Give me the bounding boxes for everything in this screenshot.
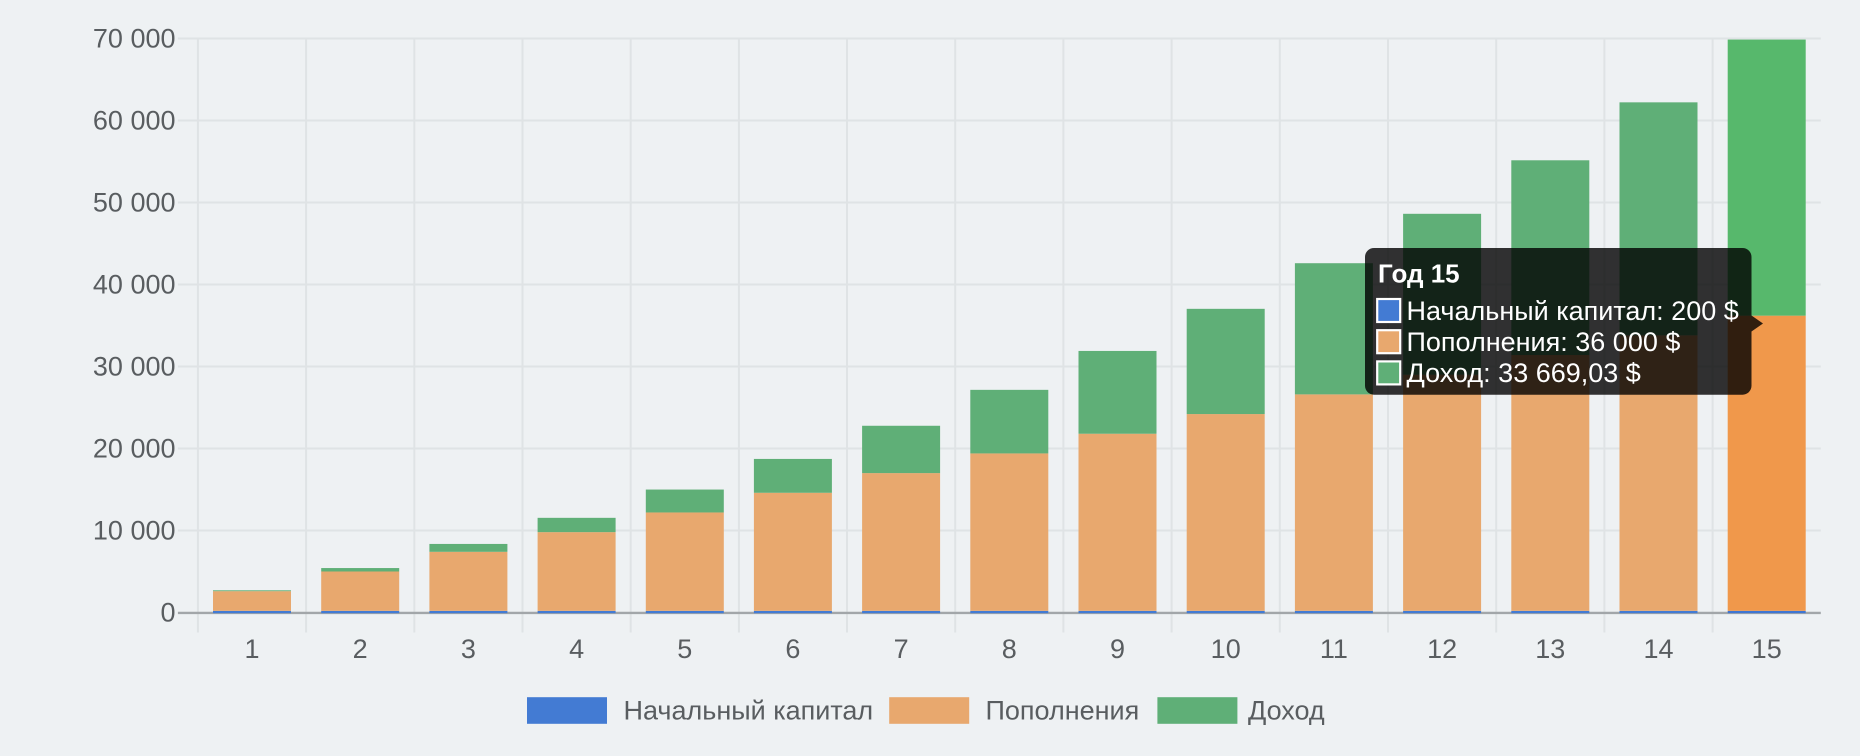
svg-text:70 000: 70 000 [93,23,176,53]
svg-text:2: 2 [353,634,368,664]
svg-text:Начальный капитал: Начальный капитал [624,696,874,726]
svg-text:Пополнения: 36 000 $: Пополнения: 36 000 $ [1407,327,1681,357]
svg-text:14: 14 [1643,634,1673,664]
svg-text:15: 15 [1752,634,1782,664]
svg-text:40 000: 40 000 [93,269,176,299]
svg-text:Год 15: Год 15 [1378,258,1460,288]
svg-text:11: 11 [1320,634,1348,664]
svg-text:13: 13 [1535,634,1565,664]
svg-text:3: 3 [461,634,476,664]
svg-text:10 000: 10 000 [93,515,176,545]
svg-text:50 000: 50 000 [93,187,176,217]
svg-text:9: 9 [1110,634,1125,664]
svg-text:Доход: 33 669,03 $: Доход: 33 669,03 $ [1407,358,1641,388]
svg-text:4: 4 [569,634,584,664]
svg-text:Начальный капитал: 200 $: Начальный капитал: 200 $ [1407,296,1739,326]
svg-text:Доход: Доход [1248,696,1325,726]
svg-text:8: 8 [1002,634,1017,664]
svg-text:20 000: 20 000 [93,433,176,463]
svg-text:1: 1 [244,634,259,664]
svg-text:12: 12 [1427,634,1457,664]
svg-text:6: 6 [785,634,800,664]
svg-text:30 000: 30 000 [93,351,176,381]
svg-text:Пополнения: Пополнения [986,696,1140,726]
svg-text:5: 5 [677,634,692,664]
svg-text:60 000: 60 000 [93,105,176,135]
svg-text:7: 7 [894,634,909,664]
svg-text:0: 0 [160,597,175,627]
svg-text:10: 10 [1211,634,1241,664]
